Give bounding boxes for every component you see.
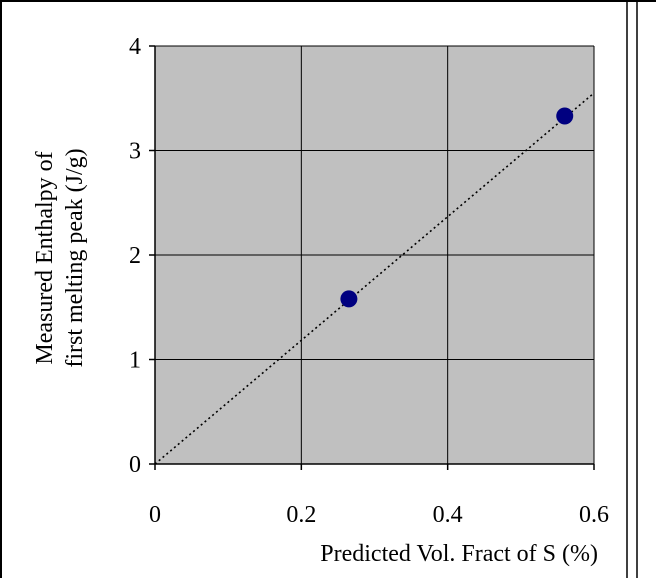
data-points xyxy=(340,107,574,308)
y-axis-title: Measured Enthalpy of first melting peak … xyxy=(32,148,88,367)
x-tick-label-0: 0 xyxy=(149,502,161,528)
y-axis-title-line-1: Measured Enthalpy of xyxy=(32,151,58,364)
x-tick-label-2: 0.4 xyxy=(433,502,463,528)
data-point-0-0 xyxy=(340,290,358,308)
trendline xyxy=(154,92,595,465)
y-tick-label-2: 2 xyxy=(129,243,141,269)
x-tick-label-1: 0.2 xyxy=(286,502,316,528)
trendline-group xyxy=(154,92,595,465)
x-tick-label-3: 0.6 xyxy=(579,502,609,528)
x-axis-title: Predicted Vol. Fract of S (%) xyxy=(320,541,598,567)
tick-labels: 0 1 2 3 4 0 0.2 0.4 0.6 xyxy=(129,34,609,528)
y-tick-label-1: 1 xyxy=(129,348,141,374)
y-tick-label-0: 0 xyxy=(129,452,141,478)
data-point-0-1 xyxy=(556,107,574,125)
axes xyxy=(149,45,595,470)
y-tick-label-3: 3 xyxy=(129,139,141,165)
y-tick-label-4: 4 xyxy=(129,34,141,60)
y-axis-title-line-2: first melting peak (J/g) xyxy=(62,148,88,367)
